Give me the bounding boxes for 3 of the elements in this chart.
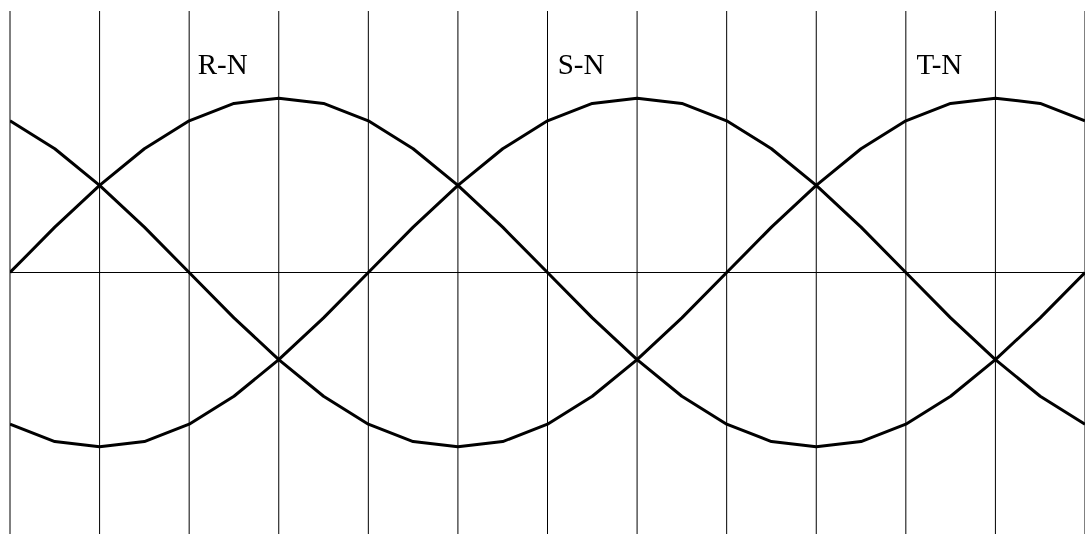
series-label: S-N — [557, 48, 605, 81]
series-label: T-N — [916, 48, 963, 81]
series-label: R-N — [197, 48, 248, 81]
